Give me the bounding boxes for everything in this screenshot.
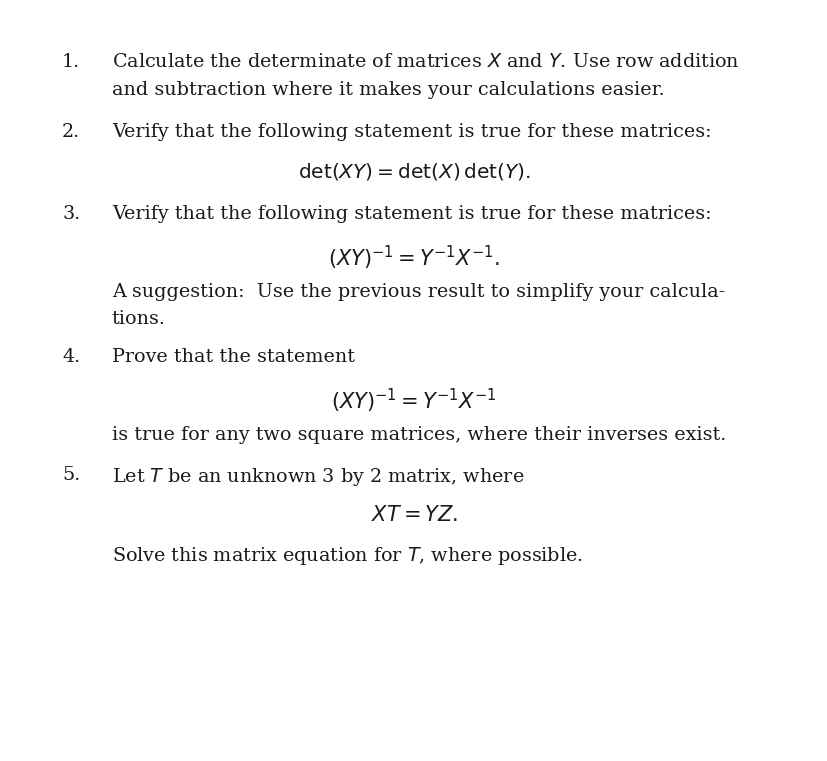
Text: is true for any two square matrices, where their inverses exist.: is true for any two square matrices, whe… — [112, 426, 725, 444]
Text: Prove that the statement: Prove that the statement — [112, 348, 354, 366]
Text: A suggestion:  Use the previous result to simplify your calcula-: A suggestion: Use the previous result to… — [112, 283, 724, 301]
Text: Verify that the following statement is true for these matrices:: Verify that the following statement is t… — [112, 205, 710, 224]
Text: 5.: 5. — [62, 466, 80, 484]
Text: $XT = YZ.$: $XT = YZ.$ — [370, 505, 457, 525]
Text: 4.: 4. — [62, 348, 80, 366]
Text: and subtraction where it makes your calculations easier.: and subtraction where it makes your calc… — [112, 81, 663, 100]
Text: 2.: 2. — [62, 123, 80, 142]
Text: tions.: tions. — [112, 310, 165, 328]
Text: 1.: 1. — [62, 53, 80, 72]
Text: Solve this matrix equation for $T$, where possible.: Solve this matrix equation for $T$, wher… — [112, 545, 582, 567]
Text: Verify that the following statement is true for these matrices:: Verify that the following statement is t… — [112, 123, 710, 142]
Text: 3.: 3. — [62, 205, 80, 224]
Text: Let $T$ be an unknown 3 by 2 matrix, where: Let $T$ be an unknown 3 by 2 matrix, whe… — [112, 466, 523, 488]
Text: $\mathrm{det}(XY) = \mathrm{det}(X)\,\mathrm{det}(Y).$: $\mathrm{det}(XY) = \mathrm{det}(X)\,\ma… — [298, 161, 529, 182]
Text: $(XY)^{-1} = Y^{-1}X^{-1}.$: $(XY)^{-1} = Y^{-1}X^{-1}.$ — [327, 244, 500, 272]
Text: $(XY)^{-1} = Y^{-1}X^{-1}$: $(XY)^{-1} = Y^{-1}X^{-1}$ — [331, 387, 496, 415]
Text: Calculate the determinate of matrices $X$ and $Y$. Use row addition: Calculate the determinate of matrices $X… — [112, 53, 739, 72]
